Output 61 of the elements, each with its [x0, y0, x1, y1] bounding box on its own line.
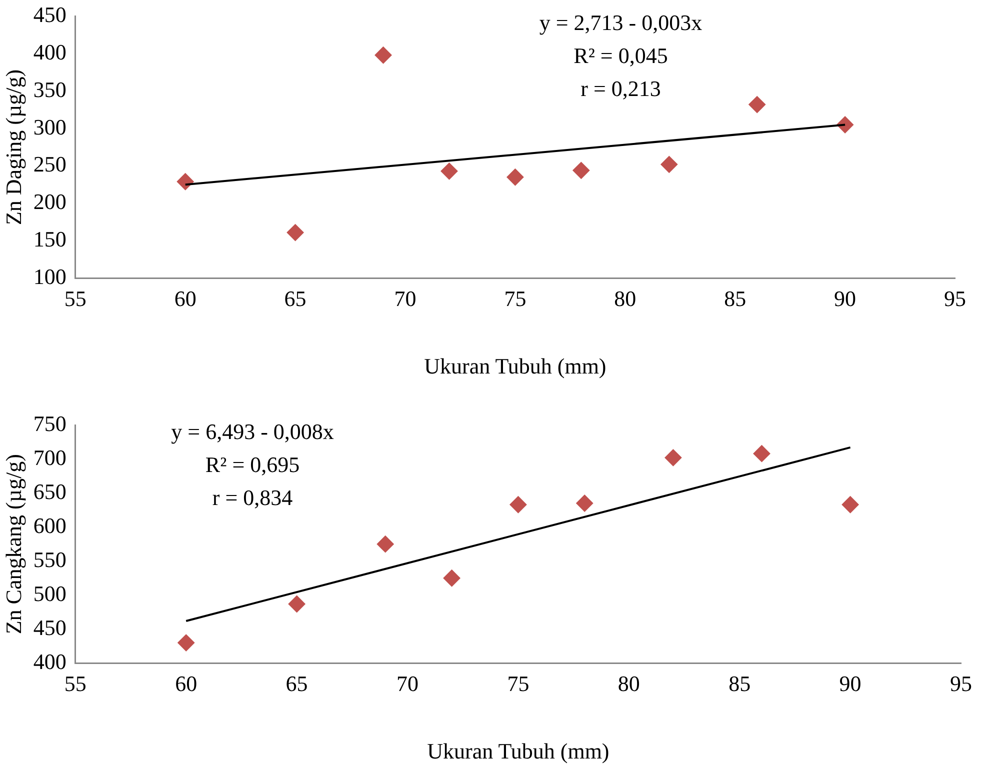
x-tick-label: 65 [284, 286, 306, 312]
point [660, 156, 678, 173]
y-tick-label: 750 [33, 410, 66, 436]
point [576, 494, 594, 512]
x-tick-label: 60 [175, 671, 198, 696]
x-tick-label: 70 [394, 286, 416, 312]
y-tick-label: 650 [33, 478, 66, 504]
y-tick-label: 400 [33, 39, 66, 64]
point [288, 595, 306, 612]
y-tick-label: 200 [33, 189, 66, 214]
point [842, 496, 859, 514]
x-axis-title: Ukuran Tubuh (mm) [424, 354, 606, 379]
y-tick-label: 450 [33, 614, 66, 640]
annotation: R² = 0,695 [205, 452, 300, 477]
x-tick-label: 55 [64, 286, 86, 312]
y-axis-title: Zn Daging (µg/g) [0, 69, 26, 226]
y-tick-label: 300 [33, 114, 66, 140]
point [176, 173, 194, 190]
point [286, 224, 304, 242]
y-tick-label: 450 [33, 2, 66, 27]
point [376, 536, 394, 553]
x-tick-label: 90 [839, 671, 862, 696]
y-tick-label: 100 [33, 264, 66, 289]
x-tick-label: 95 [944, 286, 966, 312]
x-tick-label: 65 [286, 671, 308, 696]
point [440, 162, 458, 180]
point [753, 445, 770, 462]
x-tick-label: 70 [396, 671, 418, 696]
point [443, 570, 460, 587]
y-tick-label: 350 [33, 76, 66, 102]
y-tick-label: 400 [33, 648, 66, 674]
point [572, 162, 590, 179]
point [664, 449, 682, 466]
annotation: R² = 0,045 [574, 42, 668, 68]
annotation: y = 2,713 - 0,003x [539, 10, 702, 35]
x-tick-label: 60 [174, 286, 196, 312]
x-tick-label: 85 [724, 286, 746, 312]
x-tick-label: 55 [64, 671, 86, 696]
y-tick-label: 150 [33, 226, 66, 252]
y-axis-title: Zn Cangkang (µg/g) [0, 454, 26, 634]
x-tick-label: 90 [834, 286, 856, 312]
point [374, 46, 392, 64]
y-tick-label: 250 [33, 152, 66, 177]
x-tick-label: 80 [618, 671, 640, 696]
x-axis-title: Ukuran Tubuh (mm) [427, 738, 610, 764]
annotation: r = 0,213 [580, 76, 661, 101]
annotation: y = 6,493 - 0,008x [171, 418, 334, 444]
point [510, 496, 527, 514]
x-tick-label: 75 [507, 671, 530, 696]
y-tick-label: 600 [33, 512, 66, 538]
x-tick-label: 85 [728, 671, 751, 696]
y-tick-label: 550 [33, 546, 66, 572]
x-tick-label: 75 [504, 286, 526, 312]
x-tick-label: 95 [950, 671, 972, 696]
y-tick-label: 500 [33, 580, 66, 606]
point [506, 168, 524, 186]
x-tick-label: 80 [614, 286, 636, 312]
annotation: r = 0,834 [212, 484, 293, 510]
point [178, 634, 195, 652]
point [748, 96, 766, 114]
y-tick-label: 700 [33, 444, 66, 470]
